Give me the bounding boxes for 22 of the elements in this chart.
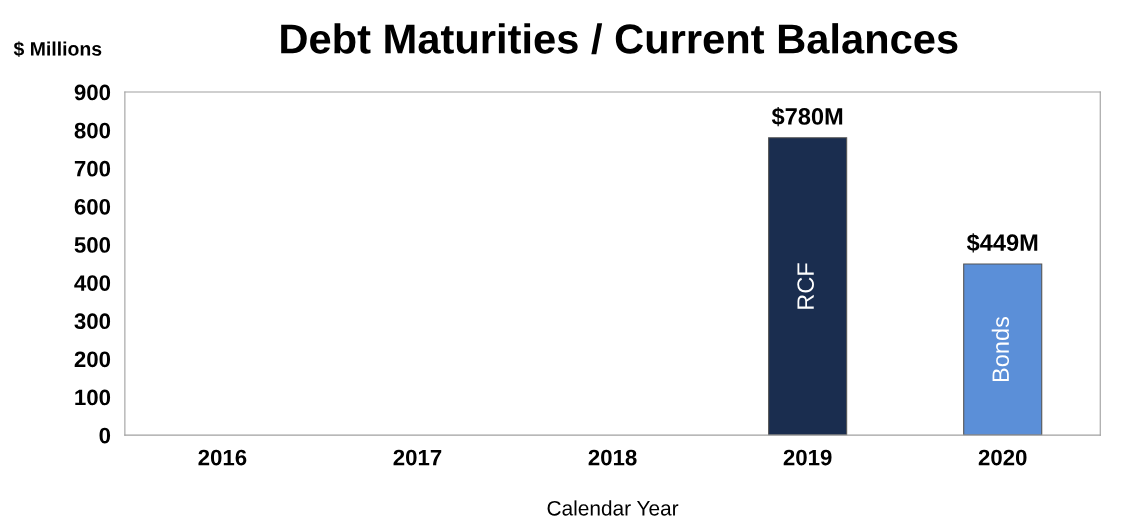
x-tick-label: 2020	[978, 449, 1027, 466]
x-tick-label: 2018	[588, 449, 637, 466]
x-tick-label: 2017	[393, 449, 442, 466]
annotation: RCF	[797, 263, 814, 309]
y-tick-label: 400	[74, 275, 111, 291]
x-axis-title: Calendar Year	[547, 500, 679, 516]
y-tick-label: 100	[75, 389, 111, 406]
y-tick-label: 500	[74, 237, 111, 253]
x-tick-label: 2016	[198, 449, 247, 466]
y-tick-label: 200	[74, 351, 111, 368]
data-label: $449M	[966, 233, 1038, 253]
y-tick-label: 800	[74, 122, 111, 139]
x-tick-label: 2019	[783, 449, 832, 466]
y-tick-label: 300	[74, 313, 111, 330]
y-tick-label: 900	[74, 84, 111, 101]
data-label: $780M	[771, 107, 843, 127]
y-tick-label: 0	[99, 427, 111, 444]
chart-title: Debt Maturities / Current Balances	[281, 23, 958, 55]
y-tick-label: 600	[74, 198, 111, 215]
y-axis-title: $ Millions	[13, 41, 102, 58]
y-tick-label: 700	[74, 160, 111, 177]
annotation: Bonds	[991, 316, 1010, 382]
